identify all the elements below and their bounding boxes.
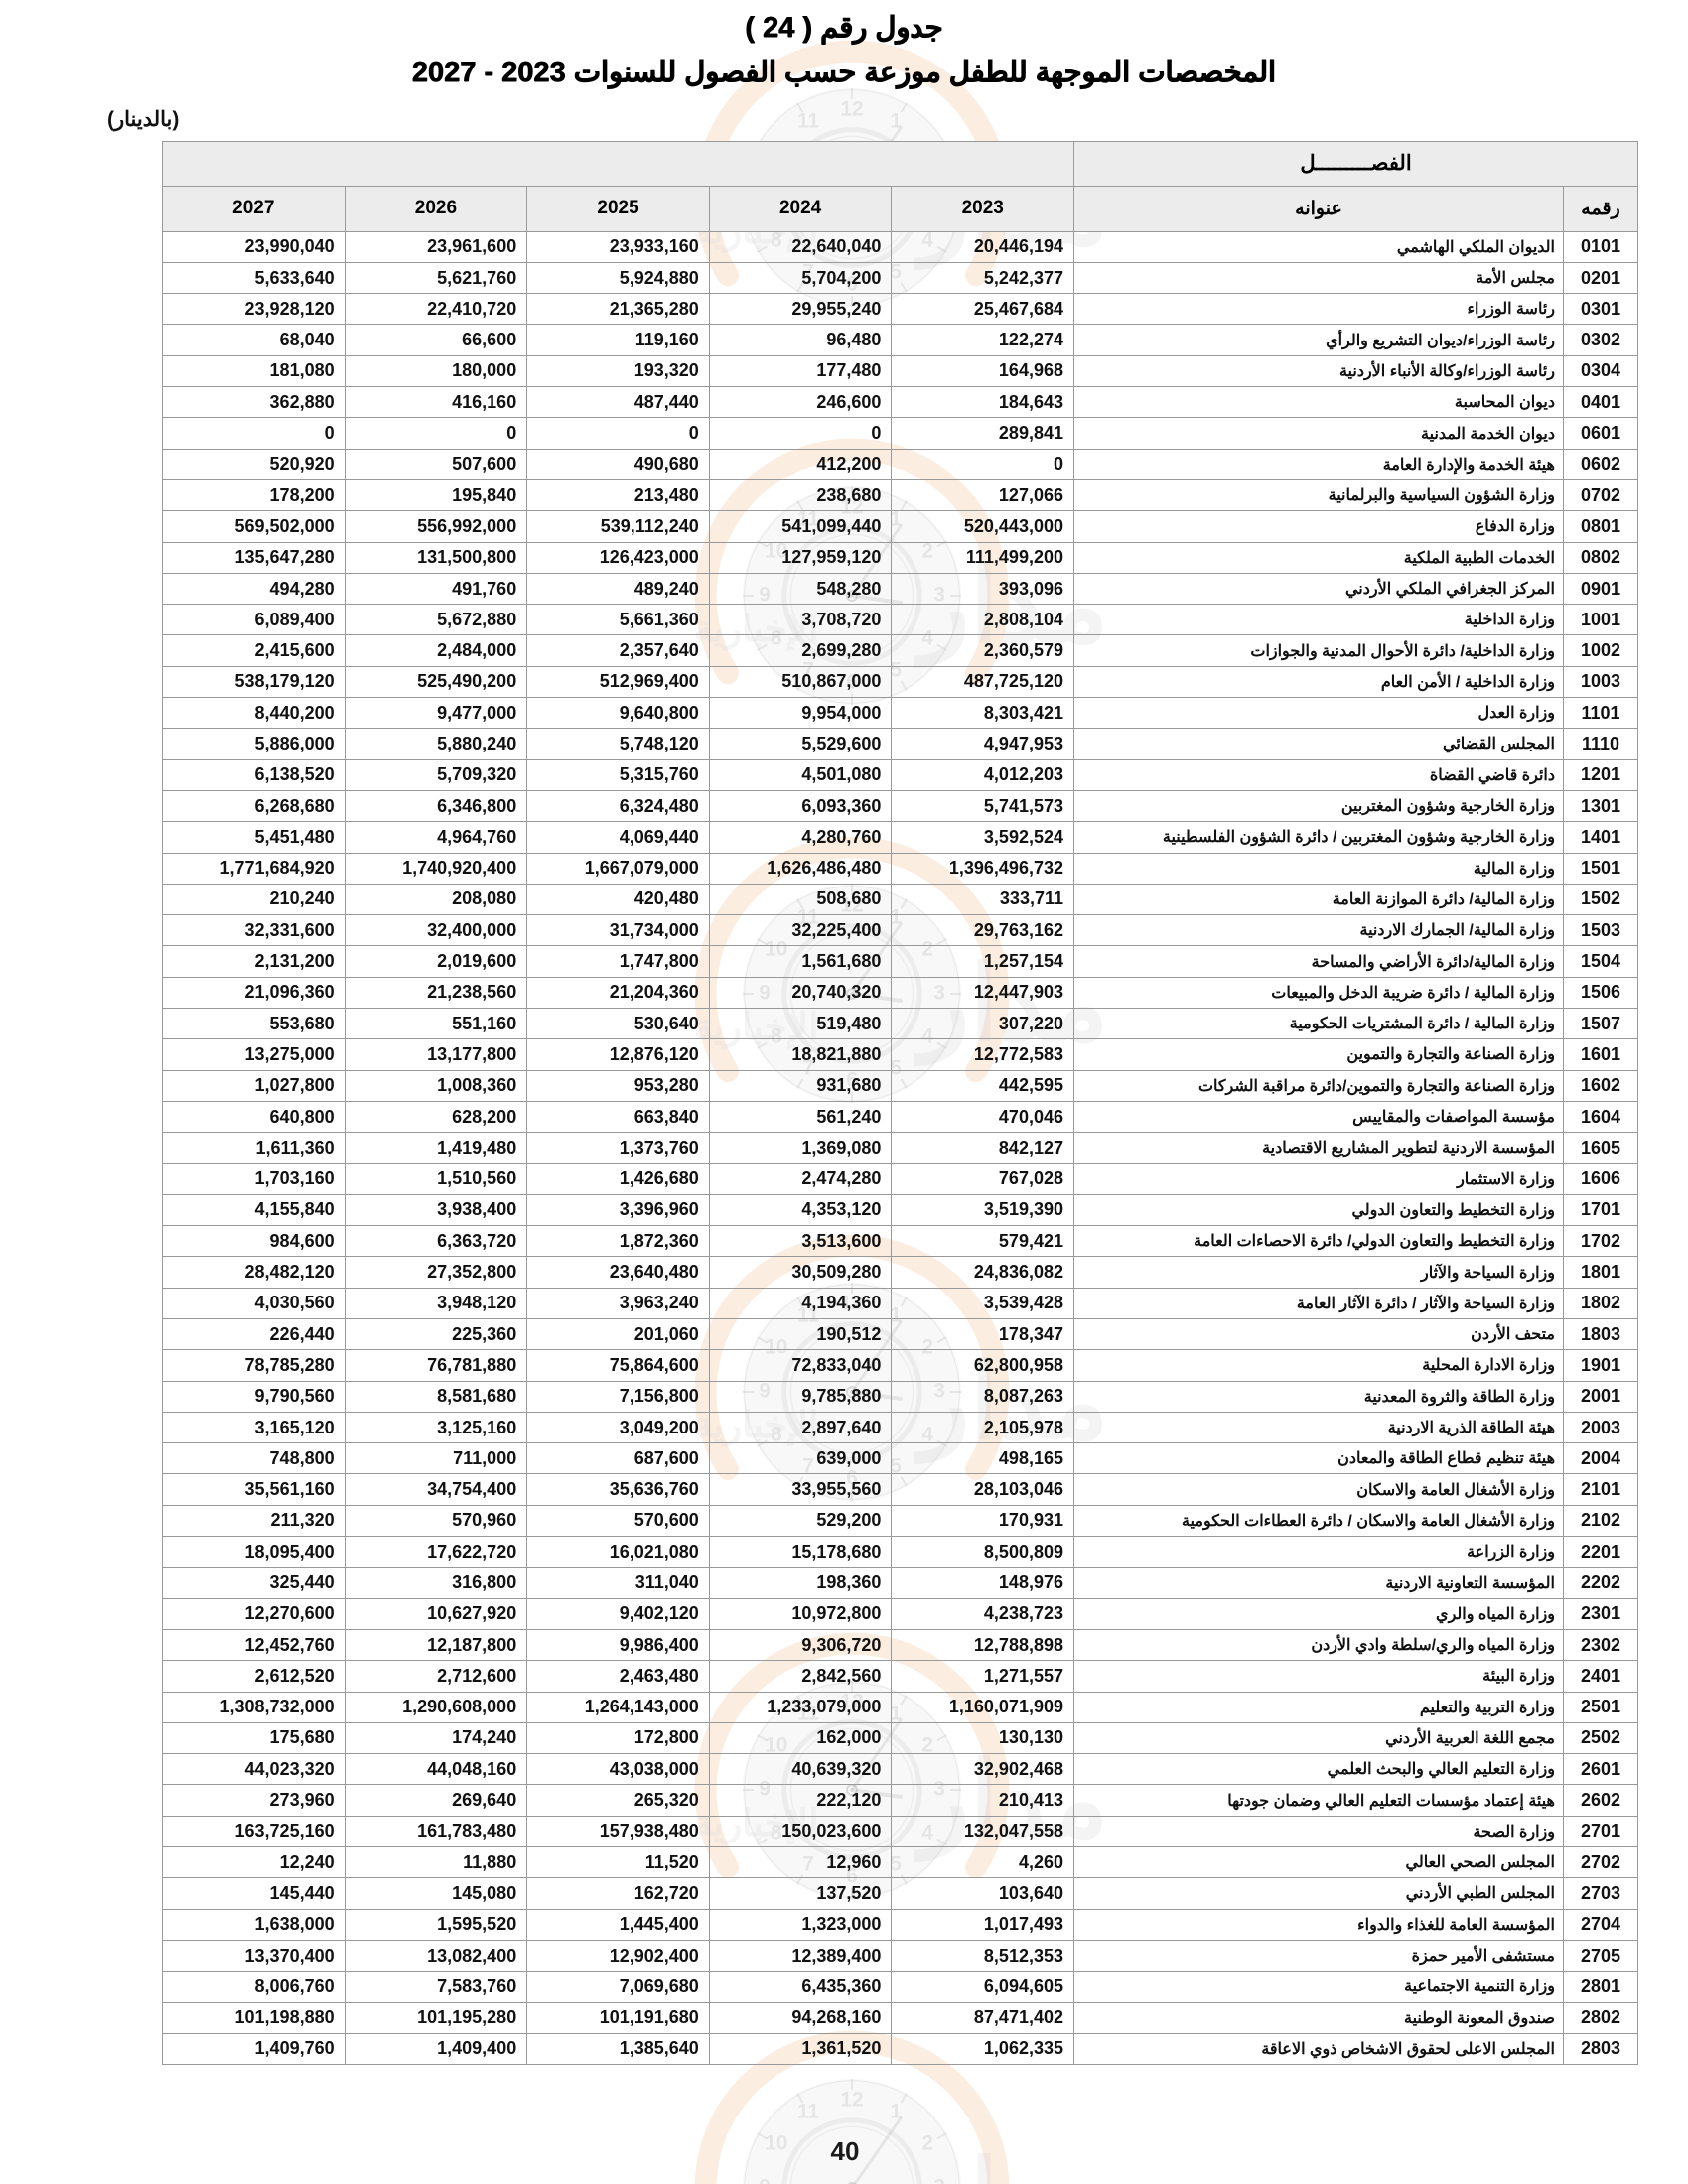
svg-text:1: 1 xyxy=(890,109,902,132)
svg-text:11: 11 xyxy=(797,109,819,132)
svg-text:مدار: مدار xyxy=(914,2140,1108,2184)
svg-text:9: 9 xyxy=(759,2176,771,2184)
svg-text:11: 11 xyxy=(797,2100,819,2122)
svg-text:3: 3 xyxy=(933,2176,945,2184)
svg-text:10: 10 xyxy=(765,2132,787,2155)
svg-text:12: 12 xyxy=(840,2089,863,2112)
svg-text:12: 12 xyxy=(840,98,863,121)
svg-text:2: 2 xyxy=(921,2132,933,2155)
svg-text:1: 1 xyxy=(890,2100,902,2122)
